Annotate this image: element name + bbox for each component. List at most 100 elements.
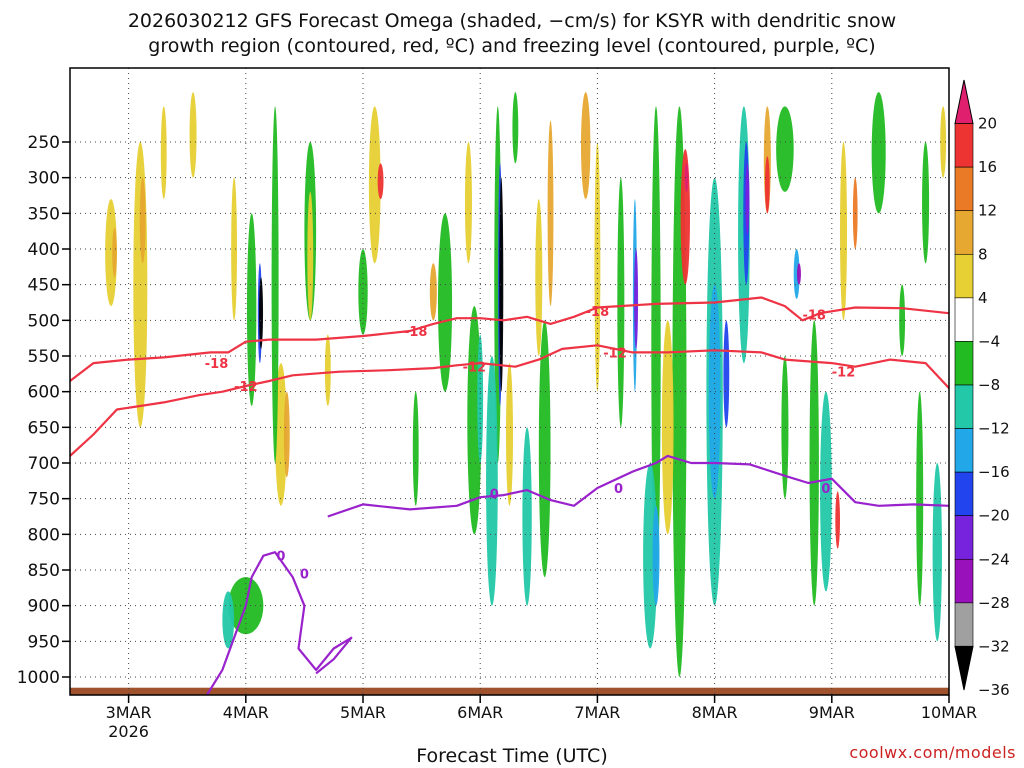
colorbar-seg-8 bbox=[954, 428, 974, 473]
omega-blob-28 bbox=[505, 363, 514, 506]
omega-blob-60 bbox=[899, 284, 906, 357]
omega-blob-36 bbox=[634, 248, 639, 349]
chart-title-line1: 2026030212 GFS Forecast Omega (shaded, −… bbox=[127, 10, 897, 32]
omega-blob-8 bbox=[259, 277, 264, 349]
contour-label-freezing_level_aloft-2: 0 bbox=[821, 482, 830, 497]
y-tick-label-850: 850 bbox=[28, 561, 60, 581]
contour-label-freezing_level_low-0: 0 bbox=[276, 550, 285, 565]
colorbar-label-2: 12 bbox=[978, 202, 997, 220]
contour-label-dgz_minus12-0: -12 bbox=[234, 380, 258, 395]
contour-label-dgz_minus12-1: -12 bbox=[463, 361, 487, 376]
omega-blob-17 bbox=[377, 163, 384, 200]
omega-blob-46 bbox=[723, 320, 730, 428]
omega-blob-53 bbox=[796, 263, 801, 285]
omega-shading bbox=[105, 92, 947, 677]
omega-blob-39 bbox=[652, 505, 660, 606]
credit-text: coolwx.com/models bbox=[849, 743, 1016, 762]
omega-blob-70 bbox=[412, 391, 419, 506]
x-tick-label-3MAR: 3MAR bbox=[106, 703, 152, 722]
omega-blob-4 bbox=[189, 92, 197, 178]
x-tick-label-5MAR: 5MAR bbox=[340, 703, 386, 722]
omega-blob-33 bbox=[594, 142, 601, 392]
terrain-ground-band bbox=[70, 687, 949, 695]
colorbar-seg-2 bbox=[954, 166, 974, 212]
colorbar-seg-10 bbox=[954, 515, 974, 560]
contour-lines: -18-18-18 -18-12-12-12-120 0 000 bbox=[70, 296, 949, 695]
colorbar-seg-11 bbox=[954, 558, 974, 604]
colorbar-legend: 20 16 12 8 4 −4 −8 −12 −16 −20 −24 −28 −32 −36 bbox=[954, 79, 1010, 699]
x-tick-label-9MAR: 9MAR bbox=[809, 703, 855, 722]
colorbar-label-5: −4 bbox=[978, 332, 1000, 350]
y-tick-label-300: 300 bbox=[28, 169, 60, 189]
omega-blob-6 bbox=[246, 213, 257, 406]
chart-title-line2: growth region (contoured, red, ºC) and f… bbox=[148, 35, 876, 57]
contour-dgz_minus12 bbox=[70, 344, 949, 457]
omega-blob-9 bbox=[275, 363, 287, 506]
omega-blob-56 bbox=[820, 391, 832, 592]
contour-label-freezing_level_aloft-1: 0 bbox=[614, 482, 623, 497]
colorbar-label-13: −36 bbox=[978, 681, 1010, 699]
omega-blob-55 bbox=[809, 320, 819, 606]
omega-blob-54 bbox=[781, 356, 789, 499]
omega-blob-20 bbox=[464, 142, 472, 264]
contour-freezing_level_low bbox=[205, 551, 353, 695]
omega-blob-42 bbox=[684, 163, 689, 192]
y-tick-label-600: 600 bbox=[28, 383, 60, 403]
y-tick-label-500: 500 bbox=[28, 311, 60, 331]
colorbar-seg-12 bbox=[954, 602, 974, 647]
omega-blob-16 bbox=[368, 106, 381, 264]
y-tick-label-700: 700 bbox=[28, 454, 60, 474]
y-tick-label-250: 250 bbox=[28, 133, 60, 153]
ground-band bbox=[70, 687, 949, 695]
omega-blob-21 bbox=[438, 213, 453, 392]
x-tick-label-6MAR: 6MAR bbox=[457, 703, 503, 722]
omega-blob-65 bbox=[776, 106, 794, 192]
omega-blob-45 bbox=[708, 284, 721, 499]
omega-blob-58 bbox=[840, 142, 848, 321]
omega-blob-10 bbox=[283, 391, 290, 478]
colorbar-seg-5 bbox=[954, 297, 974, 342]
omega-blob-52 bbox=[793, 249, 800, 299]
contour-label-dgz_minus12-2: -12 bbox=[603, 346, 627, 361]
omega-blob-29 bbox=[535, 199, 543, 356]
omega-blob-19 bbox=[429, 263, 437, 321]
y-tick-label-350: 350 bbox=[28, 204, 60, 224]
colorbar-label-8: −16 bbox=[978, 463, 1010, 481]
colorbar-label-4: 4 bbox=[978, 289, 988, 307]
contour-label-dgz_minus18-1: -18 bbox=[404, 325, 428, 340]
colorbar-label-11: −28 bbox=[978, 594, 1010, 612]
omega-blob-71 bbox=[324, 334, 331, 406]
omega-blob-57 bbox=[835, 491, 841, 549]
omega-blob-3 bbox=[139, 177, 146, 264]
omega-blob-69 bbox=[512, 92, 519, 164]
colorbar-label-12: −32 bbox=[978, 637, 1010, 655]
omega-blob-0 bbox=[105, 199, 117, 307]
x-axis: 3MAR 4MAR 5MAR 6MAR 7MAR 8MAR 9MAR 10MAR 2026 bbox=[106, 695, 977, 741]
contour-freezing_level_aloft bbox=[327, 454, 949, 518]
omega-blob-64 bbox=[940, 106, 947, 178]
omega-blob-13 bbox=[307, 191, 314, 321]
omega-blob-18 bbox=[358, 248, 368, 335]
x-tick-label-4MAR: 4MAR bbox=[223, 703, 269, 722]
omega-blob-37 bbox=[651, 106, 661, 592]
plot-frame bbox=[69, 67, 950, 696]
colorbar-label-1: 16 bbox=[978, 158, 997, 176]
colorbar-cap-bottom bbox=[954, 645, 974, 691]
colorbar-seg-3 bbox=[954, 210, 974, 255]
omega-blob-66 bbox=[871, 92, 886, 214]
omega-blob-5 bbox=[231, 177, 238, 321]
colorbar-label-6: −8 bbox=[978, 376, 1000, 394]
colorbar-seg-7 bbox=[954, 384, 974, 429]
colorbar-seg-6 bbox=[954, 341, 974, 386]
colorbar-cap-top bbox=[954, 79, 974, 125]
omega-blob-27 bbox=[486, 356, 498, 606]
colorbar-seg-1 bbox=[954, 123, 974, 168]
colorbar-label-9: −20 bbox=[978, 507, 1010, 525]
y-tick-label-750: 750 bbox=[28, 490, 60, 510]
colorbar-label-0: 20 bbox=[978, 115, 997, 133]
x-tick-label-8MAR: 8MAR bbox=[692, 703, 738, 722]
omega-blob-38 bbox=[643, 463, 658, 649]
colorbar-seg-9 bbox=[954, 471, 974, 517]
omega-blob-31 bbox=[538, 320, 551, 578]
omega-blob-32 bbox=[522, 427, 532, 606]
